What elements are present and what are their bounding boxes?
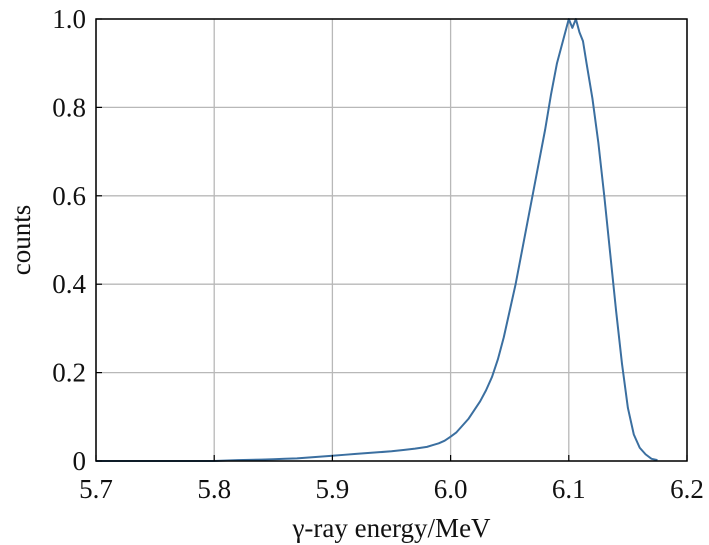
x-tick-label: 6.0	[434, 474, 468, 504]
x-tick-label: 6.2	[670, 474, 704, 504]
x-tick-label: 5.8	[197, 474, 231, 504]
series-line	[96, 18, 658, 462]
x-tick-label: 5.9	[316, 474, 350, 504]
y-tick-label: 0.8	[52, 92, 86, 122]
y-axis-label: counts	[6, 205, 36, 276]
x-tick-label: 5.7	[79, 474, 113, 504]
y-tick-label: 0.6	[52, 181, 86, 211]
y-tick-label: 1.0	[52, 4, 86, 34]
grid	[95, 18, 688, 462]
x-axis-ticks: 5.7 5.8 5.9 6.0 6.1 6.2	[79, 455, 704, 504]
x-axis-label: γ-ray energy/MeV	[291, 513, 491, 543]
y-tick-label: 0.2	[52, 358, 86, 388]
y-tick-label: 0.4	[52, 269, 86, 299]
y-tick-label: 0	[73, 446, 87, 476]
x-tick-label: 6.1	[552, 474, 586, 504]
y-axis-ticks: 0 0.2 0.4 0.6 0.8 1.0	[52, 4, 102, 476]
plot-frame	[95, 18, 688, 462]
